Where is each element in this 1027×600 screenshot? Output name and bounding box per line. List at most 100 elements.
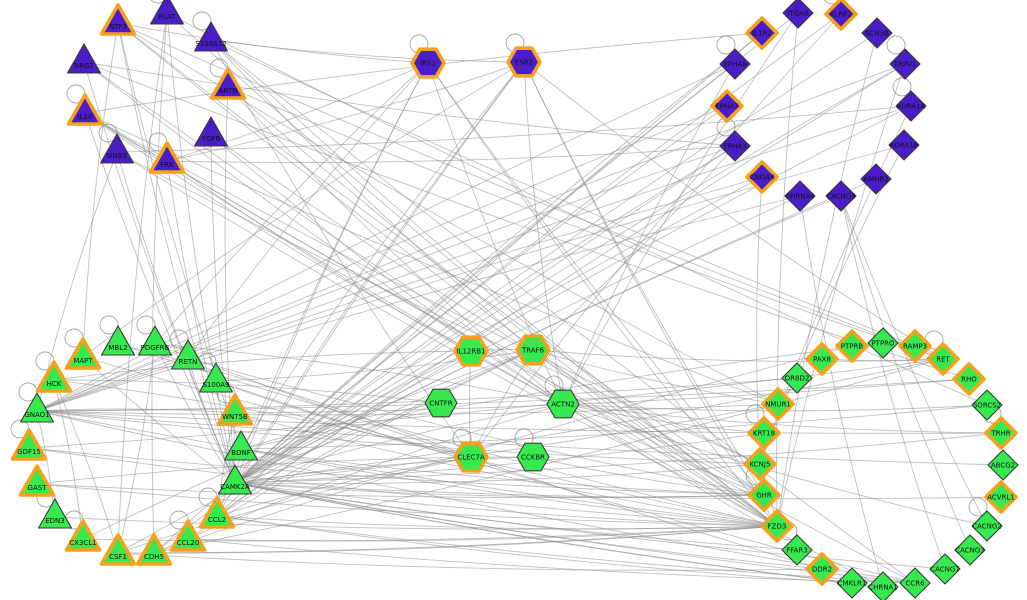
edge	[36, 410, 761, 465]
node-CLEC7A[interactable]: CLEC7A	[453, 441, 489, 473]
edge	[216, 456, 472, 517]
node-FGF6[interactable]: FGF6	[193, 116, 229, 147]
self-loop-edge	[716, 35, 736, 55]
edge	[216, 32, 763, 517]
edge	[216, 63, 906, 517]
self-loop-edge	[823, 0, 841, 5]
node-TRAF6[interactable]: TRAF6	[515, 334, 551, 366]
self-loop-layer	[10, 0, 1002, 541]
edge	[53, 350, 472, 381]
self-loop-edge	[886, 35, 906, 55]
edge	[84, 112, 916, 584]
node-AMHR2[interactable]: AMHR2	[860, 163, 892, 195]
triangle-node-shape	[148, 141, 186, 174]
node-PAX8[interactable]: PAX8	[805, 342, 839, 376]
node-ESR2[interactable]: ESR2	[506, 46, 542, 78]
node-PLAT[interactable]: PLAT	[149, 0, 185, 25]
edge	[117, 343, 156, 554]
node-ITGA8[interactable]: ITGA8	[782, 0, 814, 29]
node-PTPRB[interactable]: PTPRB	[835, 329, 869, 363]
edge	[470, 13, 842, 458]
triangle-node-shape	[66, 93, 104, 126]
triangle-node-shape	[64, 337, 102, 370]
edge	[36, 105, 728, 412]
diamond-node-shape	[860, 163, 892, 195]
triangle-node-shape	[100, 325, 136, 356]
self-loop-edge	[136, 315, 156, 335]
node-FZD3[interactable]: FZD3	[760, 509, 794, 543]
node-EDN3[interactable]: EDN3	[37, 498, 73, 529]
self-loop-edge	[892, 77, 912, 97]
node-CX3CL1[interactable]: CX3CL1	[64, 519, 102, 552]
node-CNTFR[interactable]: CNTFR	[424, 388, 458, 418]
edge	[187, 357, 765, 496]
edge	[28, 447, 765, 496]
node-CHRNA4[interactable]: CHRNA4	[784, 180, 816, 212]
edge	[53, 379, 442, 404]
node-ABCG2[interactable]: ABCG2	[987, 449, 1019, 481]
node-RHO[interactable]: RHO	[952, 362, 986, 396]
triangle-node-shape	[18, 464, 56, 497]
node-CMKLR1[interactable]: CMKLR1	[836, 567, 868, 599]
node-S100A12[interactable]: S100A12	[193, 21, 229, 52]
diamond-node-shape	[835, 329, 869, 363]
diamond-node-shape	[782, 0, 814, 29]
triangle-node-shape	[19, 392, 55, 423]
node-IL1R2[interactable]: IL1R2	[745, 16, 779, 50]
edge	[83, 61, 564, 405]
diamond-node-shape	[719, 130, 751, 162]
edge	[117, 12, 168, 554]
diamond-node-shape	[895, 90, 927, 122]
edge	[210, 39, 916, 347]
diamond-node-shape	[984, 416, 1018, 450]
edge	[116, 151, 761, 465]
edge	[153, 345, 853, 554]
node-MBL2[interactable]: MBL2	[100, 325, 136, 356]
edge	[523, 61, 944, 360]
node-GNB3[interactable]: GNB3	[99, 133, 135, 164]
diamond-node-shape	[743, 447, 777, 481]
edge	[532, 349, 778, 527]
node-SORCS2[interactable]: SORCS2	[971, 389, 1003, 421]
node-GDF15[interactable]: GDF15	[10, 428, 48, 461]
node-NRG1[interactable]: NRG1	[66, 43, 102, 74]
node-NTF3[interactable]: NTF3	[99, 3, 137, 36]
edge	[153, 403, 564, 554]
edge	[166, 160, 236, 484]
node-CACNG3[interactable]: CACNG3	[954, 534, 986, 566]
diamond-node-shape	[898, 329, 932, 363]
node-IRS1[interactable]: IRS1	[410, 47, 446, 79]
node-RAMP3[interactable]: RAMP3	[898, 329, 932, 363]
node-CCKBR[interactable]: CCKBR	[516, 442, 550, 472]
node-IL16[interactable]: IL16	[66, 93, 104, 126]
edge	[187, 357, 236, 484]
node-ACVRL1[interactable]: ACVRL1	[984, 480, 1018, 514]
node-KLRF2[interactable]: KLRF2	[824, 0, 858, 31]
edge	[84, 112, 778, 527]
diamond-node-shape	[747, 416, 781, 450]
diamond-node-shape	[781, 362, 813, 394]
edge	[53, 379, 84, 540]
node-ADRA1B[interactable]: ADRA1B	[888, 129, 920, 161]
edge	[234, 145, 736, 484]
edge	[562, 403, 1002, 434]
edge	[210, 39, 778, 527]
diamond-node-shape	[760, 509, 794, 543]
edge	[234, 358, 944, 484]
node-CACNG7[interactable]: CACNG7	[929, 553, 961, 585]
node-CACNG5[interactable]: CACNG5	[825, 180, 857, 212]
node-KCNJ5[interactable]: KCNJ5	[743, 447, 777, 481]
edge	[36, 408, 236, 414]
node-DDR2[interactable]: DDR2	[805, 552, 839, 586]
diamond-node-shape	[888, 129, 920, 161]
node-IL12RB1[interactable]: IL12RB1	[453, 335, 489, 367]
edge	[216, 349, 534, 517]
edge	[36, 195, 801, 412]
edge	[234, 63, 906, 484]
node-CCR6[interactable]: CCR6	[899, 567, 931, 599]
edge	[36, 410, 56, 518]
node-MAPT[interactable]: MAPT	[64, 337, 102, 370]
edge	[28, 447, 778, 527]
edge	[154, 343, 236, 484]
